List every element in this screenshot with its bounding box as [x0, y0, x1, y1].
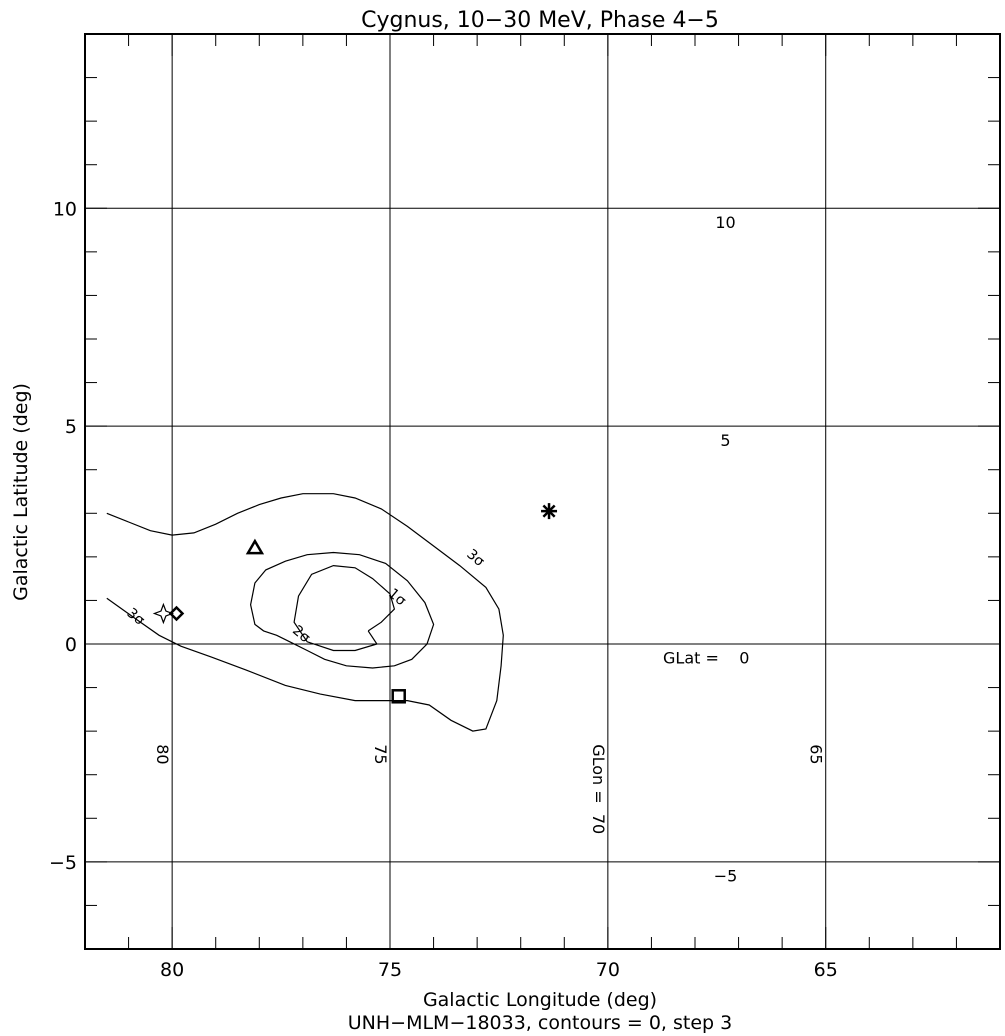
- minor-ticks: [84, 33, 1001, 950]
- plot-frame: [84, 33, 1001, 950]
- contour-line-3: [106, 493, 504, 732]
- asterisk-marker: [541, 503, 558, 520]
- x-tick-label-70: 70: [596, 959, 620, 981]
- y-tick-label-5: 5: [65, 416, 77, 438]
- source-markers: [152, 503, 558, 704]
- grid-label-lat-5: 5: [720, 431, 730, 450]
- grid-label-lon-75: 75: [371, 744, 390, 764]
- contour-label-3: 3σ: [463, 546, 487, 570]
- contour-line-2: [249, 551, 435, 669]
- square-marker: [391, 689, 406, 704]
- contour-label-1: 1σ: [385, 586, 409, 610]
- grid-label-lon-65: 65: [807, 744, 826, 764]
- y-tick-label-10: 10: [53, 198, 77, 220]
- grid-label-lat--5: −5: [714, 866, 738, 885]
- chart-caption: UNH−MLM−18033, contours = 0, step 3: [348, 1012, 732, 1034]
- grid-label-lat-0: GLat = 0: [663, 649, 749, 668]
- x-tick-label-80: 80: [160, 959, 184, 981]
- diamond-marker: [168, 605, 185, 622]
- axis-tick-labels: 80 75 70 65 −5 0 5 10: [49, 198, 838, 981]
- y-tick-label--5: −5: [49, 852, 77, 874]
- grid-label-lon-80: 80: [153, 744, 172, 764]
- grid-label-lat-10: 10: [715, 213, 735, 232]
- coordinate-grid: 80 75 GLon = 70 65 10 5 GLat = 0 −5: [85, 34, 1000, 949]
- x-tick-label-65: 65: [814, 959, 838, 981]
- chart-title: Cygnus, 10−30 MeV, Phase 4−5: [361, 8, 719, 33]
- triangle-marker: [245, 538, 265, 555]
- y-axis-label: Galactic Latitude (deg): [10, 383, 32, 601]
- x-axis-label: Galactic Longitude (deg): [423, 989, 657, 1011]
- contour-line-1: [293, 564, 396, 652]
- star-marker: [152, 602, 175, 625]
- x-tick-label-75: 75: [378, 959, 402, 981]
- y-tick-label-0: 0: [65, 634, 77, 656]
- grid-label-lon-70: GLon = 70: [589, 744, 608, 834]
